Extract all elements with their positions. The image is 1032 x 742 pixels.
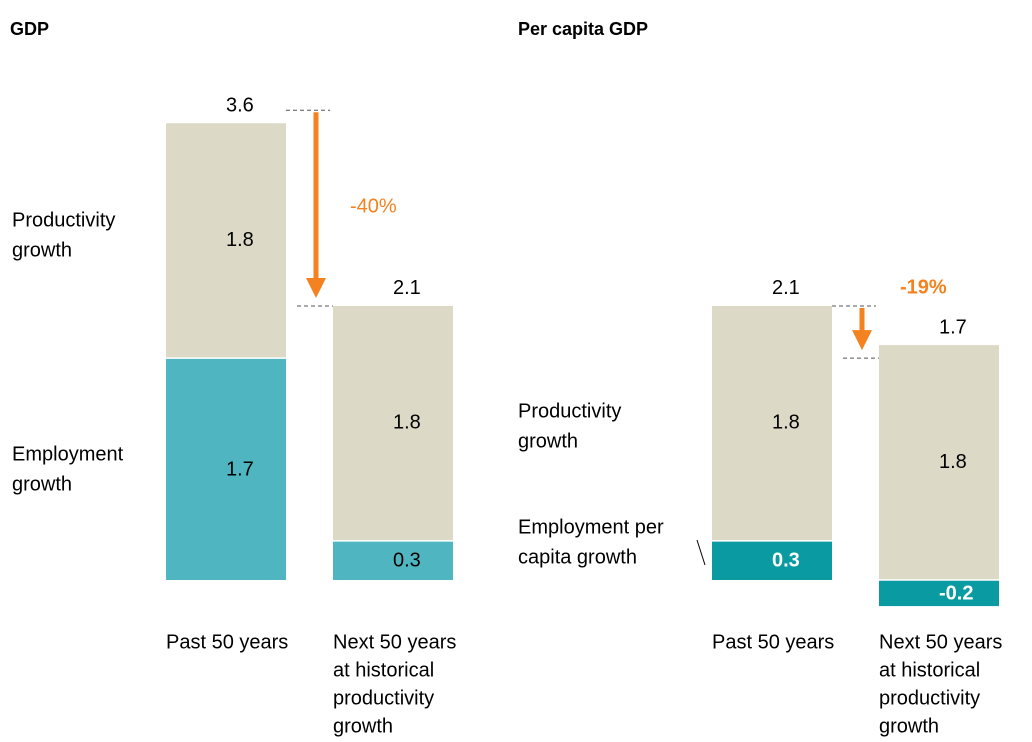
- chart-1-total-label-0: 2.1: [772, 277, 800, 299]
- chart-1-label-productivity-0: 1.8: [772, 412, 800, 434]
- chart-0-category-label-1-line-3: growth: [333, 715, 393, 737]
- chart-1-category-label-1-line-3: growth: [879, 715, 939, 737]
- chart-1-label-productivity-1: 1.8: [939, 451, 967, 473]
- chart-1-category-label-1-line-1: at historical: [879, 659, 980, 681]
- chart-0-category-label-1-line-0: Next 50 years: [333, 631, 456, 653]
- chart-1-series-label-1-line-0: Productivity: [518, 400, 621, 422]
- chart-1-category-label-1-line-2: productivity: [879, 687, 980, 709]
- chart-0-bar-productivity-1: [333, 305, 453, 541]
- chart-0-category-label-0-line-0: Past 50 years: [166, 631, 288, 653]
- chart-1-series-label-1-line-1: growth: [518, 430, 578, 452]
- chart-1-bar-employment-1: [879, 580, 999, 607]
- chart-0-bar-productivity-0: [166, 123, 286, 359]
- chart-1-bar-productivity-1: [879, 345, 999, 580]
- chart-1-series-label-0-line-1: capita growth: [518, 546, 637, 568]
- chart-0-total-label-1: 2.1: [393, 277, 421, 299]
- chart-0-category-label-1-line-1: at historical: [333, 659, 434, 681]
- chart-1-category-label-0-line-0: Past 50 years: [712, 631, 834, 653]
- chart-1-label-employment-0: 0.3: [772, 550, 800, 572]
- chart-0-bar-employment-0: [166, 358, 286, 580]
- chart-1-category-label-1-line-0: Next 50 years: [879, 631, 1002, 653]
- chart-1-label-employment-1: -0.2: [939, 582, 973, 604]
- chart-1-total-label-1: 1.7: [939, 316, 967, 338]
- chart-0-total-label-0: 3.6: [226, 95, 254, 117]
- chart-0-category-label-1-line-2: productivity: [333, 687, 434, 709]
- chart-0-series-label-1-line-0: Productivity: [12, 209, 115, 231]
- chart-1-employment-leader-line: [696, 539, 706, 566]
- chart-0-title: GDP: [10, 19, 49, 39]
- chart-0-series-label-0-line-1: growth: [12, 473, 72, 495]
- chart-1-series-label-0-line-0: Employment per: [518, 516, 664, 538]
- chart-0-label-productivity-1: 1.8: [393, 412, 421, 434]
- chart-1-change-label: -19%: [900, 276, 947, 298]
- chart-0-series-label-0-line-0: Employment: [12, 443, 124, 465]
- chart-0-label-employment-1: 0.3: [393, 550, 421, 572]
- chart-0-bar-employment-1: [333, 540, 453, 580]
- chart-0-label-employment-0: 1.7: [226, 458, 254, 480]
- chart-1-bar-productivity-0: [712, 305, 832, 541]
- chart-0-change-label: -40%: [350, 195, 397, 217]
- chart-0-label-productivity-0: 1.8: [226, 229, 254, 251]
- chart-0-series-label-1-line-1: growth: [12, 239, 72, 261]
- chart-1-bar-employment-0: [712, 540, 832, 580]
- chart-1-title: Per capita GDP: [518, 19, 648, 39]
